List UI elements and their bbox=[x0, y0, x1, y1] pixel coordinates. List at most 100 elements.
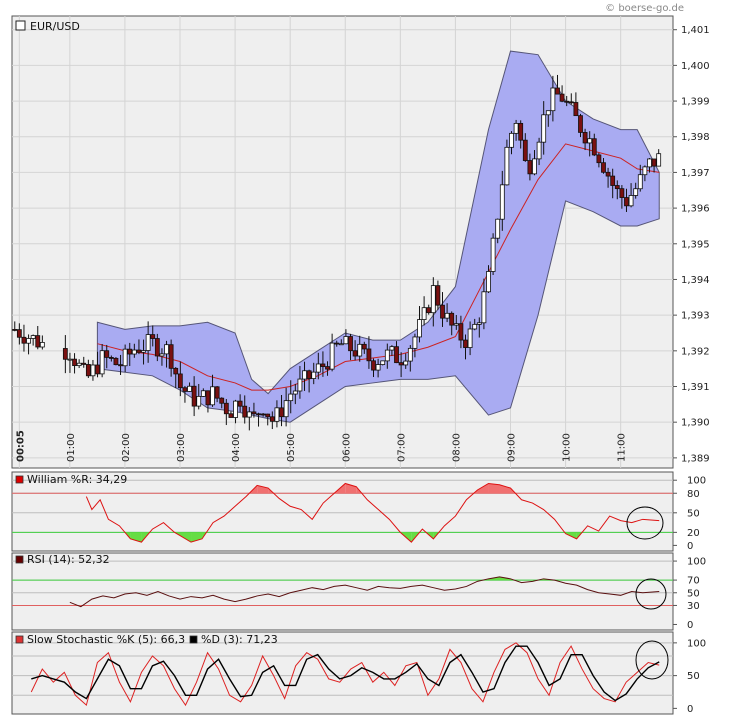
candle-down bbox=[108, 357, 114, 359]
highlight-circle bbox=[635, 578, 667, 610]
candle-up bbox=[141, 350, 146, 353]
stochastic-d-line bbox=[31, 645, 660, 702]
candle-down bbox=[320, 363, 326, 367]
candle-up bbox=[467, 328, 473, 348]
y-tick-label: 0 bbox=[687, 704, 693, 715]
candle-up bbox=[633, 188, 639, 196]
y-tick-label: 50 bbox=[687, 508, 700, 519]
y-tick-label: 0 bbox=[687, 541, 693, 552]
x-tick-label: 04:00 bbox=[231, 433, 242, 462]
candle-down bbox=[279, 407, 284, 418]
candle-down bbox=[150, 334, 156, 339]
candle-down bbox=[426, 307, 432, 314]
candle-down bbox=[518, 122, 524, 141]
candle-down bbox=[555, 87, 560, 95]
candle-up bbox=[532, 158, 537, 175]
candle-up bbox=[329, 342, 335, 370]
y-tick-label: 1,395 bbox=[681, 239, 710, 250]
candle-down bbox=[85, 364, 91, 377]
y-tick-label: 1,390 bbox=[681, 418, 710, 429]
candle-down bbox=[127, 348, 133, 355]
candle-up bbox=[536, 141, 542, 160]
legend-swatch bbox=[15, 475, 24, 484]
candle-down bbox=[573, 102, 579, 117]
candle-up bbox=[159, 353, 165, 357]
candle-up bbox=[642, 166, 648, 176]
candle-down bbox=[578, 115, 583, 133]
candle-down bbox=[223, 402, 229, 415]
candle-up bbox=[550, 87, 556, 112]
candle-up bbox=[315, 363, 321, 373]
candle-up bbox=[513, 122, 519, 134]
candle-up bbox=[302, 370, 307, 380]
candle-up bbox=[453, 323, 459, 326]
y-tick-label: 1,400 bbox=[681, 61, 710, 72]
candle-up bbox=[509, 132, 514, 148]
bollinger-band bbox=[96, 50, 660, 423]
y-tick-label: 50 bbox=[687, 671, 700, 682]
candle-down bbox=[334, 342, 340, 345]
candle-up bbox=[430, 285, 436, 314]
candle-up bbox=[26, 338, 31, 344]
candle-down bbox=[564, 100, 570, 103]
symbol-label: EUR/USD bbox=[30, 20, 80, 33]
stochastic-k-line bbox=[30, 642, 660, 707]
main-plot-area bbox=[11, 15, 674, 469]
candle-up bbox=[504, 146, 510, 186]
candle-down bbox=[610, 175, 616, 186]
highlight-circle bbox=[626, 506, 664, 540]
candle-up bbox=[476, 322, 482, 325]
candle-up bbox=[311, 371, 317, 379]
candle-up bbox=[338, 343, 344, 346]
candle-down bbox=[559, 93, 565, 102]
candle-down bbox=[352, 350, 358, 357]
candle-down bbox=[366, 348, 372, 362]
overbought-zone bbox=[477, 483, 489, 494]
candle-down bbox=[72, 358, 77, 367]
candle-up bbox=[541, 114, 547, 143]
y-tick-label: 1,394 bbox=[681, 275, 710, 286]
candle-up bbox=[233, 400, 238, 418]
candle-up bbox=[384, 349, 390, 362]
x-tick-label: 08:00 bbox=[451, 433, 462, 462]
candle-up bbox=[292, 390, 298, 395]
candle-up bbox=[39, 342, 45, 348]
y-tick-label: 1,393 bbox=[681, 311, 710, 322]
candle-up bbox=[99, 350, 105, 375]
candle-down bbox=[568, 101, 574, 104]
candle-down bbox=[251, 411, 257, 415]
indicator-legend-2: %D (3): 71,23 bbox=[201, 633, 278, 646]
candle-up bbox=[297, 378, 303, 392]
candle-down bbox=[173, 367, 179, 375]
candle-down bbox=[458, 323, 464, 341]
overbought-zone bbox=[488, 483, 500, 494]
legend-swatch bbox=[15, 555, 24, 564]
watermark: © boerse-go.de bbox=[605, 3, 684, 14]
candle-up bbox=[210, 386, 215, 406]
candle-up bbox=[545, 110, 551, 116]
candle-up bbox=[76, 362, 82, 367]
candle-down bbox=[177, 373, 183, 389]
candle-down bbox=[651, 158, 657, 167]
x-tick-label: 03:00 bbox=[176, 433, 187, 462]
williams-r-line bbox=[85, 482, 660, 543]
legend-swatch bbox=[15, 20, 26, 31]
candle-down bbox=[214, 386, 220, 399]
candle-down bbox=[113, 357, 119, 366]
candle-down bbox=[394, 346, 399, 364]
candle-up bbox=[187, 385, 192, 392]
candle-up bbox=[246, 411, 252, 418]
candle-down bbox=[306, 370, 312, 379]
x-tick-label: 05:00 bbox=[286, 433, 297, 462]
y-tick-label: 0 bbox=[687, 620, 693, 631]
candle-down bbox=[605, 171, 611, 177]
candle-down bbox=[596, 154, 602, 164]
candle-up bbox=[357, 343, 363, 357]
candle-up bbox=[403, 360, 409, 366]
indicator-plot-area bbox=[11, 471, 674, 552]
candle-up bbox=[122, 348, 128, 367]
candle-down bbox=[265, 413, 271, 418]
candle-up bbox=[628, 195, 634, 207]
candle-up bbox=[274, 407, 280, 422]
y-tick-label: 1,399 bbox=[681, 97, 710, 108]
